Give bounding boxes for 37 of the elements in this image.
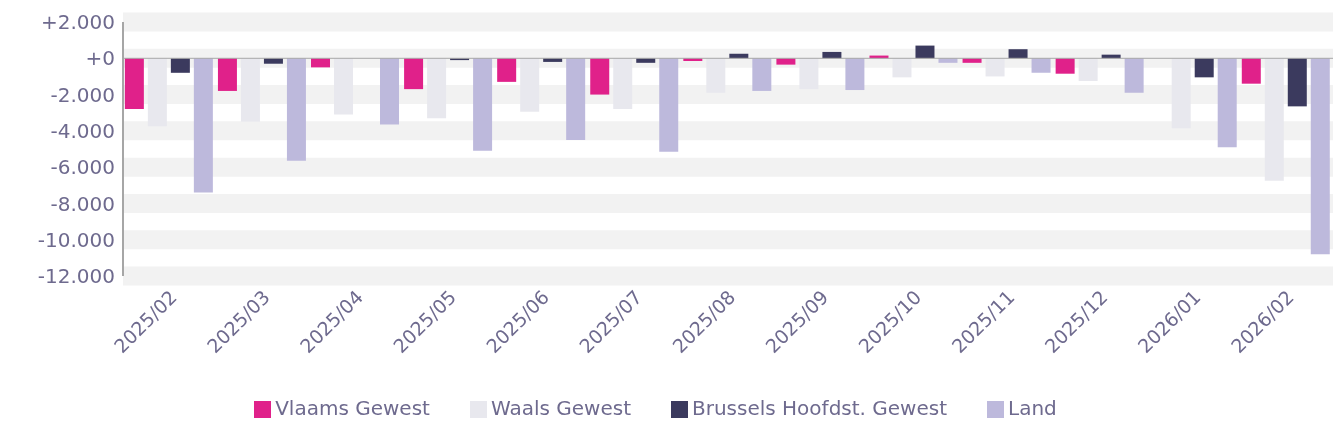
legend-label: Waals Gewest <box>490 396 631 420</box>
bar <box>1031 58 1051 73</box>
bar <box>1241 58 1261 84</box>
legend-label: Land <box>1008 396 1057 420</box>
bar <box>193 58 213 193</box>
bar <box>752 58 772 91</box>
y-tick-label: -10.000 <box>37 227 115 252</box>
bar <box>1217 58 1237 148</box>
legend-label: Vlaams Gewest <box>275 396 430 420</box>
bar <box>286 58 306 161</box>
bar <box>170 58 190 73</box>
y-tick-label: +2.000 <box>40 10 115 35</box>
bar <box>1310 58 1330 255</box>
bar <box>845 58 865 91</box>
bar <box>404 58 424 90</box>
bar <box>566 58 586 140</box>
y-tick-label: -2.000 <box>50 82 115 107</box>
y-tick-label: +0 <box>85 46 115 71</box>
bar <box>1008 49 1028 59</box>
y-tick-label: -6.000 <box>50 155 115 180</box>
bar <box>124 58 144 110</box>
y-tick-label: -12.000 <box>37 264 115 289</box>
y-tick-label: -8.000 <box>50 191 115 216</box>
bar <box>659 58 679 152</box>
bar <box>1055 58 1075 74</box>
y-tick-label: -4.000 <box>50 118 115 143</box>
bar <box>217 58 237 91</box>
bar <box>822 51 842 59</box>
bar <box>473 58 493 151</box>
bar <box>380 58 400 125</box>
bar <box>1194 58 1214 78</box>
bar <box>1287 58 1307 107</box>
bar <box>590 58 610 95</box>
bar <box>915 45 935 59</box>
legend-label: Brussels Hoofdst. Gewest <box>691 396 948 420</box>
bar <box>1124 58 1144 93</box>
bar <box>497 58 517 82</box>
